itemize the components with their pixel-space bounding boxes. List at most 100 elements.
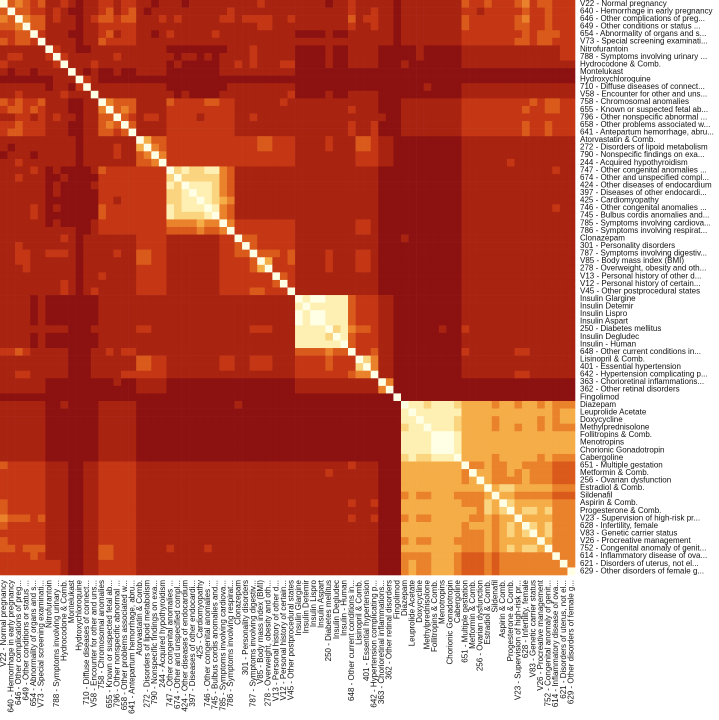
heatmap-cell <box>219 332 228 341</box>
heatmap-cell <box>522 257 530 266</box>
heatmap-cell <box>469 60 477 69</box>
heatmap-cell <box>75 264 84 273</box>
heatmap-cell <box>174 166 182 175</box>
heatmap-cell <box>506 363 515 372</box>
heatmap-cell <box>370 302 379 311</box>
heatmap-cell <box>567 90 576 99</box>
heatmap-cell <box>340 370 349 379</box>
heatmap-cell <box>378 249 387 258</box>
heatmap-cell <box>37 189 46 198</box>
heatmap-cell <box>529 272 538 281</box>
heatmap-cell <box>279 189 288 198</box>
heatmap-cell <box>105 174 114 182</box>
heatmap-cell <box>332 45 341 54</box>
heatmap-cell <box>196 242 205 250</box>
heatmap-cell <box>355 431 364 440</box>
heatmap-cell <box>52 378 61 387</box>
heatmap-cell <box>378 219 387 228</box>
heatmap-cell <box>219 226 228 235</box>
heatmap-cell <box>438 438 447 447</box>
heatmap-cell <box>174 400 182 409</box>
heatmap-cell <box>340 196 349 205</box>
heatmap-cell <box>461 52 470 61</box>
heatmap-cell <box>181 272 190 281</box>
heatmap-cell <box>431 204 440 213</box>
heatmap-cell <box>295 385 303 394</box>
heatmap-cell <box>105 90 114 99</box>
heatmap-cell <box>0 340 8 349</box>
heatmap-cell <box>491 302 500 311</box>
heatmap-cell <box>22 158 31 167</box>
heatmap-cell <box>234 423 243 432</box>
heatmap-cell <box>37 348 46 356</box>
heatmap-cell <box>408 393 417 402</box>
heatmap-cell <box>189 491 198 500</box>
heatmap-cell <box>211 83 220 92</box>
heatmap-cell <box>484 446 493 455</box>
heatmap-cell <box>234 332 243 341</box>
heatmap-cell <box>98 476 107 485</box>
heatmap-cell <box>113 158 122 167</box>
heatmap-cell <box>121 151 129 160</box>
heatmap-cell <box>143 98 152 107</box>
heatmap-cell <box>7 226 16 235</box>
heatmap-cell <box>287 98 296 107</box>
heatmap-cell <box>438 136 447 145</box>
heatmap-cell <box>98 287 107 296</box>
heatmap-cell <box>529 189 538 198</box>
heatmap-cell <box>453 52 462 61</box>
heatmap-cell <box>234 45 243 54</box>
heatmap-cell <box>30 52 39 61</box>
heatmap-cell <box>60 348 69 356</box>
heatmap-cell <box>189 60 198 69</box>
heatmap-cell <box>60 113 69 122</box>
heatmap-cell <box>537 446 546 455</box>
heatmap-cell <box>68 30 76 39</box>
heatmap-cell <box>226 52 235 61</box>
heatmap-cell <box>234 469 243 477</box>
heatmap-cell <box>310 226 319 235</box>
heatmap-cell <box>52 348 61 356</box>
heatmap-cell <box>226 75 235 84</box>
heatmap-cell <box>393 158 402 167</box>
heatmap-cell <box>105 158 114 167</box>
heatmap-cell <box>385 393 394 402</box>
heatmap-cell <box>484 355 493 364</box>
heatmap-cell <box>30 264 39 273</box>
heatmap-cell <box>264 431 273 440</box>
heatmap-cell <box>506 287 515 296</box>
heatmap-cell <box>393 438 402 447</box>
heatmap-cell <box>567 98 576 107</box>
heatmap-cell <box>242 461 250 470</box>
heatmap-cell <box>226 204 235 213</box>
heatmap-cell <box>378 211 387 220</box>
heatmap-cell <box>393 98 402 107</box>
heatmap-cell <box>196 68 205 76</box>
heatmap-cell <box>158 151 167 160</box>
heatmap-cell <box>431 226 440 235</box>
heatmap-cell <box>363 249 372 258</box>
heatmap-cell <box>98 453 107 462</box>
heatmap-cell <box>257 370 266 379</box>
heatmap-cell <box>113 7 122 16</box>
heatmap-cell <box>272 83 281 92</box>
heatmap-cell <box>325 98 334 107</box>
heatmap-cell <box>552 310 561 319</box>
heatmap-cell <box>143 469 152 477</box>
heatmap-cell <box>30 249 39 258</box>
heatmap-cell <box>68 249 76 258</box>
heatmap-cell <box>438 363 447 372</box>
heatmap-cell <box>393 287 402 296</box>
heatmap-cell <box>408 45 417 54</box>
heatmap-cell <box>514 151 523 160</box>
heatmap-cell <box>257 332 266 341</box>
heatmap-cell <box>68 98 76 107</box>
heatmap-cell <box>400 226 409 235</box>
heatmap-cell <box>370 408 379 417</box>
heatmap-cell <box>52 158 61 167</box>
heatmap-cell <box>166 0 175 8</box>
heatmap-cell <box>537 310 546 319</box>
heatmap-cell <box>491 226 500 235</box>
heatmap-cell <box>416 90 424 99</box>
heatmap-cell <box>385 90 394 99</box>
